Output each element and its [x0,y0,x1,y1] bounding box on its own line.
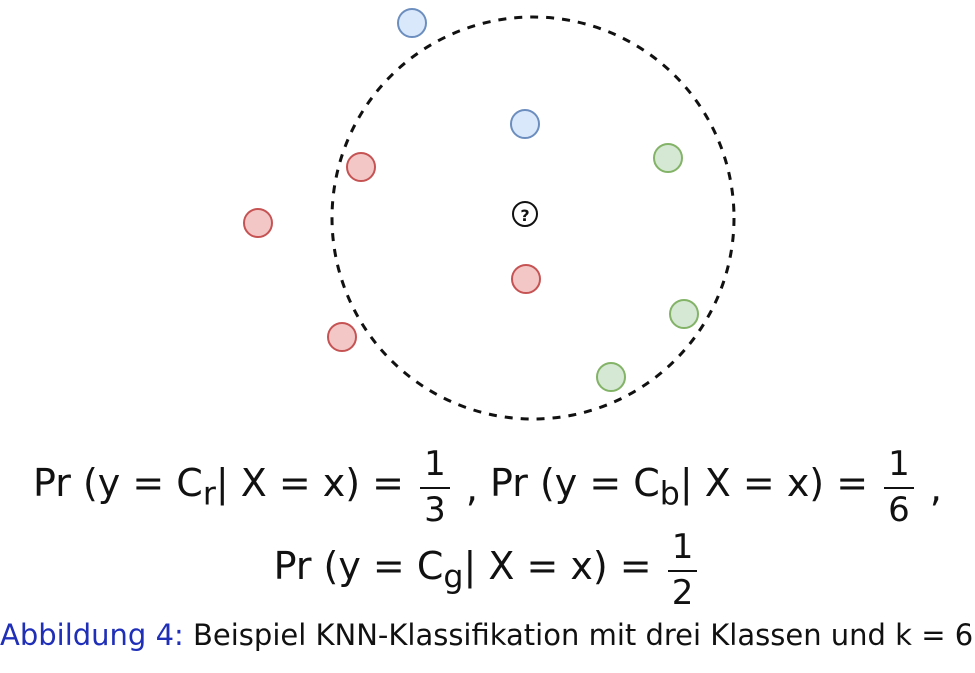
formula-end-comma: , [929,465,942,510]
query-point-label: ? [520,206,529,225]
green-point-top-right [653,143,683,173]
red-point-outside-left [243,208,273,238]
red-point-center-lower [511,264,541,294]
neighborhood-circle [330,15,736,421]
blue-point-inside [510,109,540,139]
formula-line-2: Pr (y = Cg| X = x) = 1 2 [0,529,975,611]
formula-separator: , [465,465,478,510]
fraction-red: 1 3 [420,446,450,528]
green-point-right-lower [669,299,699,329]
probability-blue-lhs: Pr (y = Cb| X = x) = [490,461,869,513]
green-point-bottom [596,362,626,392]
formula-line-1: Pr (y = Cr| X = x) = 1 3 , Pr (y = Cb| X… [0,446,975,528]
red-point-left-upper [346,152,376,182]
query-point: ? [512,201,538,227]
knn-diagram: ? [243,8,736,421]
fraction-blue: 1 6 [884,446,914,528]
query-point-ring [512,201,538,227]
red-point-left-lower [327,322,357,352]
blue-point-outside [397,8,427,38]
caption-text: Beispiel KNN-Klassifikation mit drei Kla… [193,618,975,652]
fraction-green: 1 2 [667,529,698,611]
probability-green-lhs: Pr (y = Cg| X = x) = [273,544,652,596]
caption-label: Abbildung 4: [0,618,184,652]
figure-caption: Abbildung 4: Beispiel KNN-Klassifikation… [0,618,975,652]
probability-red-lhs: Pr (y = Cr| X = x) = [33,461,404,513]
